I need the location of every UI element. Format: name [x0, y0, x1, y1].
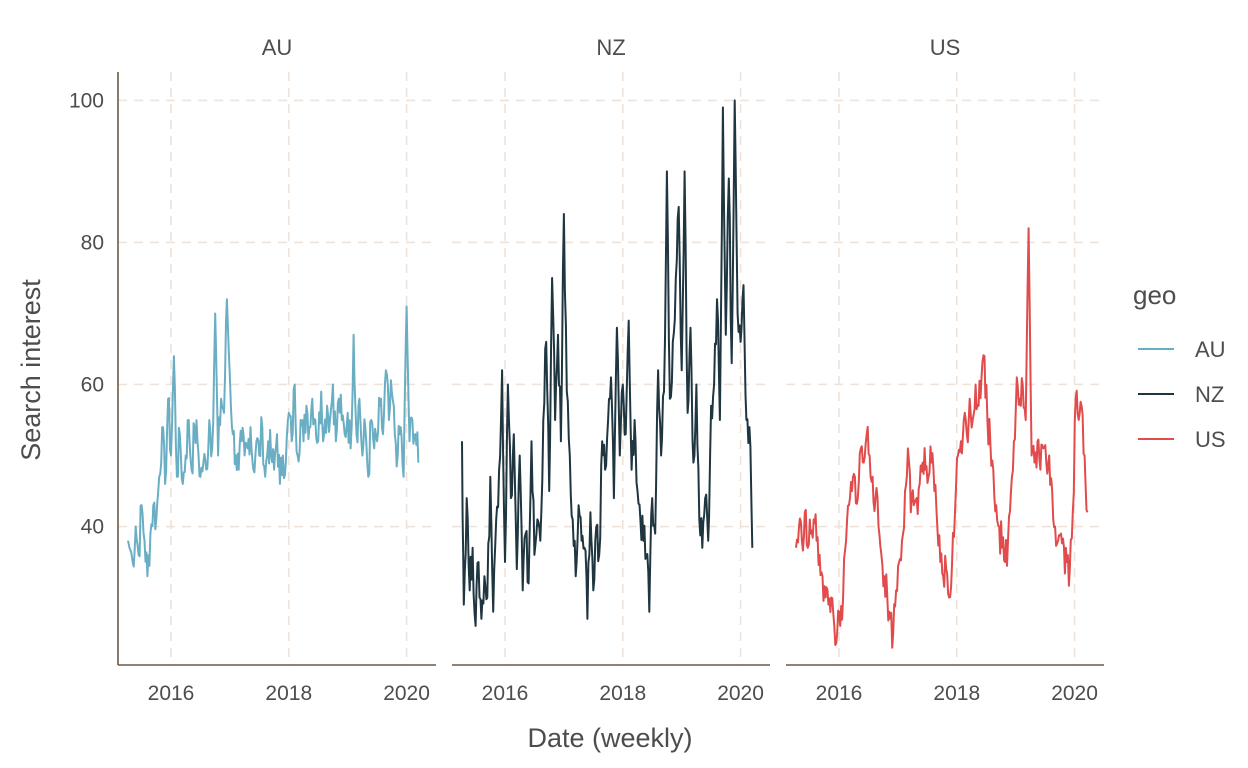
legend-label: AU: [1195, 337, 1226, 362]
x-tick-label: 2020: [717, 682, 764, 705]
legend-label: US: [1195, 427, 1226, 452]
x-tick-label: 2020: [1051, 682, 1098, 705]
x-axis-title: Date (weekly): [527, 723, 692, 753]
legend-item-us: US: [1138, 427, 1226, 452]
panel-us: US 2016 2018 2020: [786, 35, 1104, 705]
panel-strip-label: AU: [262, 35, 293, 60]
x-tick-label: 2016: [816, 682, 863, 705]
y-tick-label: 80: [81, 231, 104, 254]
series-line-us: [795, 227, 1089, 649]
y-axis: 40 60 80 100: [69, 72, 119, 665]
y-axis-title: Search interest: [16, 279, 46, 461]
x-tick-label: 2018: [599, 682, 646, 705]
panel-au: AU 2016 2018 2020: [118, 35, 436, 705]
panel-nz: NZ 2016 2018 2020: [452, 35, 770, 705]
legend-label: NZ: [1195, 382, 1224, 407]
y-tick-label: 40: [81, 516, 104, 539]
x-tick-label: 2016: [148, 682, 195, 705]
legend-item-au: AU: [1138, 337, 1226, 362]
legend-item-nz: NZ: [1138, 382, 1224, 407]
series-line-nz: [461, 99, 754, 627]
legend: geo AU NZ US: [1133, 280, 1226, 452]
x-tick-label: 2020: [383, 682, 430, 705]
legend-title: geo: [1133, 280, 1176, 310]
panel-strip-label: NZ: [596, 35, 625, 60]
panel-strip-label: US: [930, 35, 961, 60]
series-line-au: [127, 298, 420, 578]
y-tick-label: 100: [69, 89, 104, 112]
x-tick-label: 2018: [265, 682, 312, 705]
x-tick-label: 2018: [933, 682, 980, 705]
y-tick-label: 60: [81, 373, 104, 396]
x-tick-label: 2016: [482, 682, 529, 705]
